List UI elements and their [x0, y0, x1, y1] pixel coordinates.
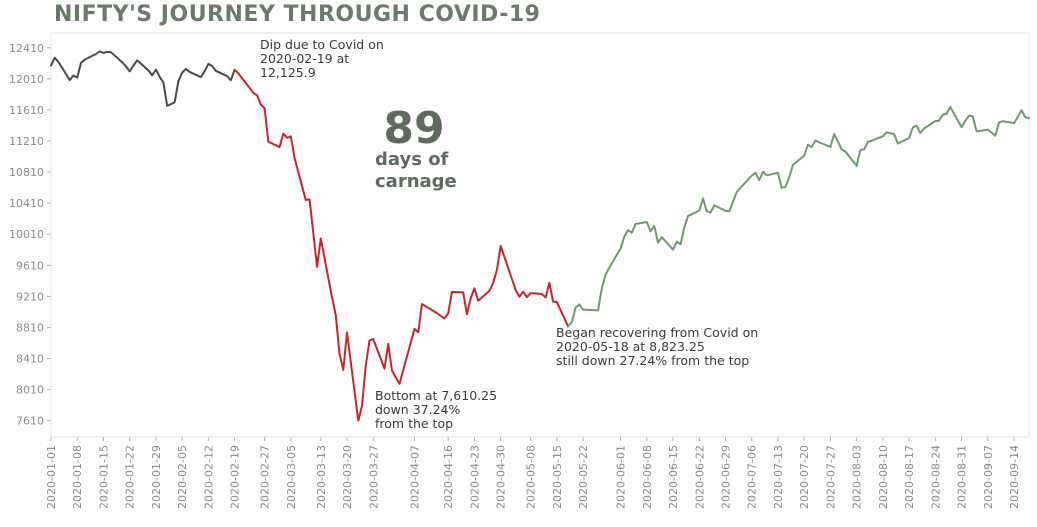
annotation-bottom-line: from the top — [375, 416, 453, 431]
x-tick-label: 2020-01-15 — [97, 445, 110, 509]
annotation-bottom-line: down 37.24% — [375, 402, 460, 417]
x-tick-label: 2020-07-06 — [746, 445, 759, 509]
x-tick-label: 2020-02-12 — [202, 445, 215, 509]
annotation-dip-line: 2020-02-19 at — [260, 51, 349, 66]
series-layer — [50, 50, 1030, 422]
x-tick-label: 2020-05-08 — [525, 445, 538, 509]
x-tick-label: 2020-01-29 — [150, 445, 163, 509]
y-tick-label: 9210 — [16, 290, 44, 303]
y-tick-label: 7610 — [16, 415, 44, 428]
chart-title: NIFTY'S JOURNEY THROUGH COVID-19 — [54, 2, 541, 27]
x-tick-label: 2020-01-22 — [124, 445, 137, 509]
x-tick-label: 2020-09-07 — [982, 445, 995, 509]
x-tick-label: 2020-04-30 — [495, 445, 508, 509]
series-line-3 — [567, 106, 1030, 328]
x-tick-label: 2020-08-10 — [877, 445, 890, 509]
x-tick-label: 2020-04-07 — [408, 445, 421, 509]
y-tick-label: 11610 — [9, 104, 44, 117]
y-tick-label: 8010 — [16, 384, 44, 397]
x-tick-label: 2020-07-20 — [798, 445, 811, 509]
x-tick-label: 2020-08-24 — [929, 445, 942, 509]
callout-days-text: days of — [375, 149, 449, 170]
x-tick-label: 2020-01-08 — [71, 445, 84, 509]
x-tick-label: 2020-07-13 — [772, 445, 785, 509]
x-tick-label: 2020-05-22 — [577, 445, 590, 509]
y-tick-label: 12010 — [9, 73, 44, 86]
x-tick-label: 2020-08-17 — [903, 445, 916, 509]
x-tick-label: 2020-07-27 — [824, 445, 837, 509]
x-tick-label: 2020-03-13 — [315, 445, 328, 509]
x-tick-label: 2020-01-01 — [45, 445, 58, 509]
x-tick-label: 2020-06-08 — [641, 445, 654, 509]
y-tick-label: 8410 — [16, 353, 44, 366]
x-tick-label: 2020-04-16 — [442, 445, 455, 509]
y-tick-label: 10410 — [9, 197, 44, 210]
x-tick-label: 2020-02-19 — [229, 445, 242, 509]
plot-frame — [50, 32, 1030, 438]
x-tick-label: 2020-08-03 — [851, 445, 864, 509]
x-tick-label: 2020-03-27 — [367, 445, 380, 509]
y-tick-label: 11210 — [9, 135, 44, 148]
series-line-1 — [50, 50, 236, 107]
annotation-bottom-line: Bottom at 7,610.25 — [375, 388, 497, 403]
annotation-dip-line: 12,125.9 — [260, 65, 316, 80]
chart-axes: 7610 8010 8410 8810 9210 9610 10010 10410 10810 1… — [9, 32, 1030, 509]
annotation-recovery-line: 2020-05-18 at 8,823.25 — [556, 339, 705, 354]
x-tick-label: 2020-05-15 — [551, 445, 564, 509]
annotation-recovery: Began recovering from Covid on2020-05-18… — [556, 325, 758, 368]
x-tick-label: 2020-06-01 — [615, 445, 628, 509]
x-tick-label: 2020-03-05 — [285, 445, 298, 509]
x-tick-label: 2020-02-27 — [259, 445, 272, 509]
x-tick-label: 2020-06-29 — [719, 445, 732, 509]
y-tick-label: 9610 — [16, 259, 44, 272]
y-tick-label: 10010 — [9, 228, 44, 241]
x-tick-label: 2020-09-14 — [1008, 445, 1021, 509]
annotation-recovery-line: still down 27.24% from the top — [556, 353, 749, 368]
x-tick-label: 2020-08-31 — [956, 445, 969, 509]
x-tick-label: 2020-04-23 — [468, 445, 481, 509]
annotation-recovery-line: Began recovering from Covid on — [556, 325, 758, 340]
series-line-2 — [233, 68, 570, 422]
x-tick-label: 2020-06-22 — [693, 445, 706, 509]
callout-days-text: carnage — [375, 171, 457, 192]
y-tick-label: 12410 — [9, 42, 44, 55]
y-tick-label: 10810 — [9, 166, 44, 179]
callout-days-number: 89 — [383, 103, 444, 154]
x-tick-label: 2020-06-15 — [667, 445, 680, 509]
x-tick-label: 2020-02-05 — [176, 445, 189, 509]
x-tick-label: 2020-03-20 — [341, 445, 354, 509]
y-tick-label: 8810 — [16, 321, 44, 334]
annotation-dip-line: Dip due to Covid on — [260, 37, 384, 52]
